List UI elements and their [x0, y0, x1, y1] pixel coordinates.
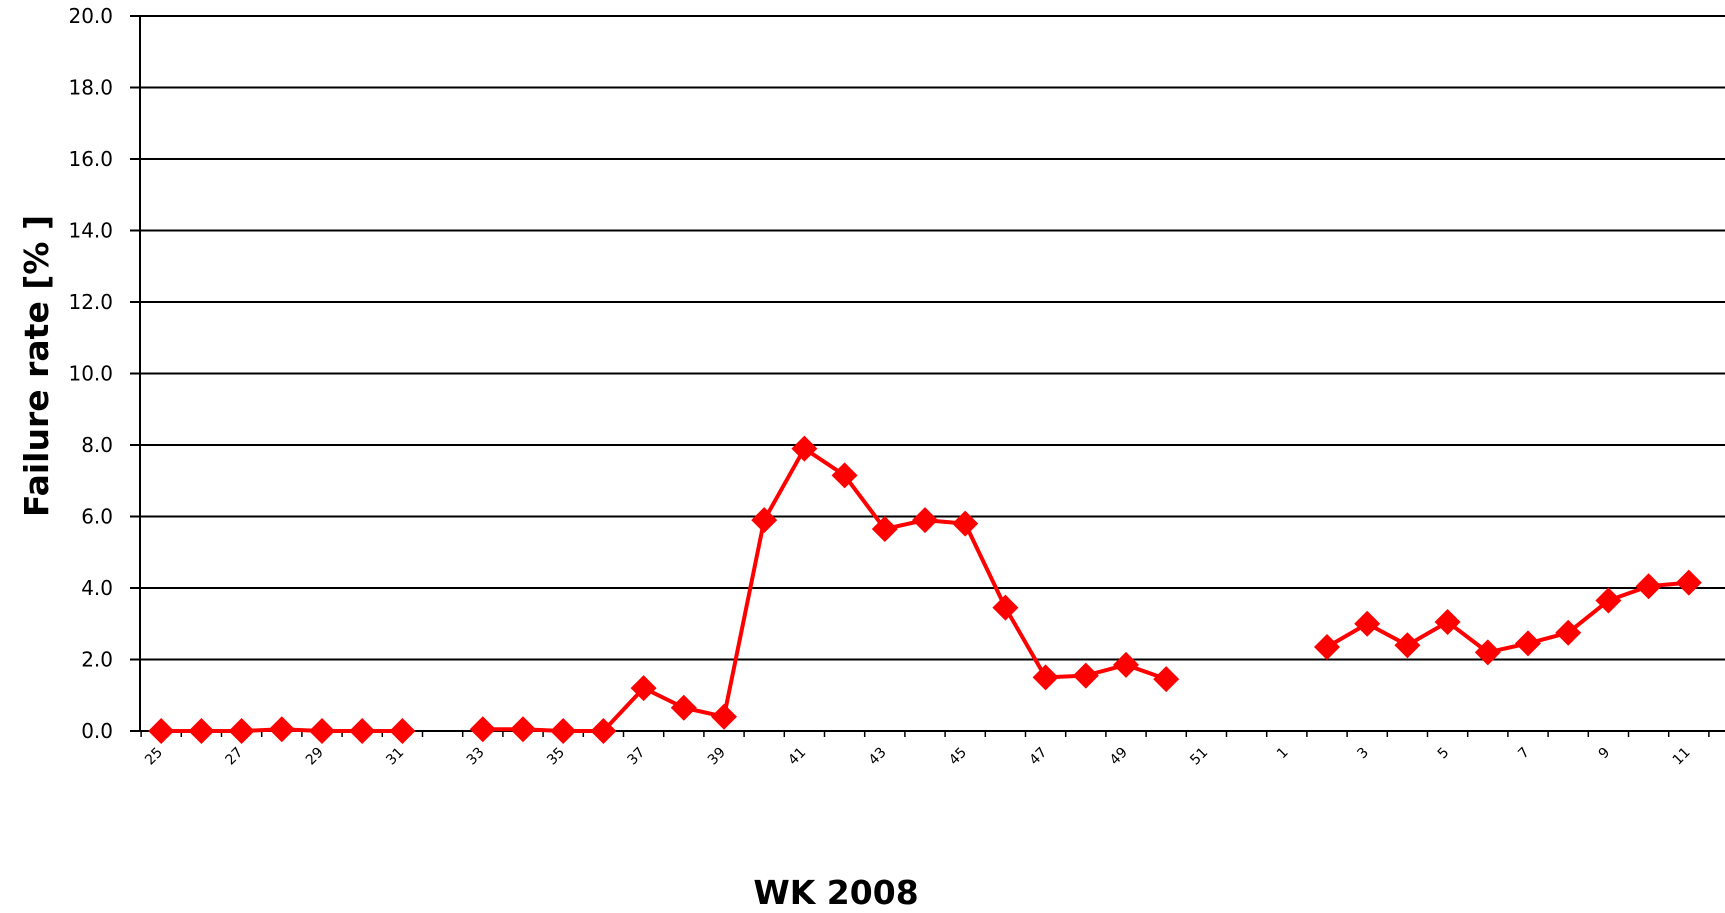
data-point — [188, 718, 215, 744]
x-tick-label: 1 — [1274, 745, 1292, 763]
data-point — [1515, 630, 1541, 657]
data-point — [1675, 569, 1702, 596]
x-tick-label: 51 — [1187, 745, 1211, 769]
data-point — [1595, 587, 1622, 614]
y-tick-label: 10.0 — [68, 362, 113, 386]
data-point — [349, 718, 376, 744]
data-point — [148, 718, 175, 744]
y-tick-label: 14.0 — [68, 219, 113, 243]
x-tick-label: 25 — [142, 745, 166, 769]
y-tick-label: 4.0 — [81, 576, 113, 600]
x-tick-label: 37 — [625, 745, 649, 769]
data-point — [1153, 666, 1180, 693]
data-point — [952, 510, 979, 537]
x-axis-title: WK 2008 — [753, 873, 918, 912]
x-tick-label: 11 — [1670, 745, 1694, 769]
y-tick-label: 18.0 — [68, 76, 113, 100]
data-point — [831, 462, 858, 489]
x-tick-label: 39 — [705, 745, 729, 769]
y-tick-label: 12.0 — [68, 290, 113, 314]
y-tick-label: 20.0 — [68, 4, 113, 28]
series-line — [1325, 580, 1689, 655]
data-point — [670, 694, 697, 721]
data-point — [590, 718, 617, 744]
data-point — [1354, 610, 1381, 637]
data-point — [1072, 662, 1099, 689]
data-point — [1434, 608, 1461, 635]
gridlines — [130, 15, 1725, 732]
data-point — [1032, 664, 1059, 691]
data-point — [992, 594, 1019, 621]
data-point — [228, 718, 255, 744]
x-tick-label: 27 — [223, 745, 247, 769]
data-point — [791, 435, 818, 462]
x-tick-label: 3 — [1354, 745, 1372, 763]
x-axis-ticks: 25 27 29 31 33 35 37 39 41 43 45 47 49 51 1 3 5 7 9 11 — [140, 731, 1710, 769]
x-tick-label: 29 — [303, 745, 327, 769]
x-tick-label: 33 — [464, 745, 488, 769]
data-point — [268, 716, 295, 743]
x-tick-label: 43 — [866, 745, 890, 769]
data-point — [1635, 573, 1662, 600]
x-tick-label: 9 — [1596, 745, 1614, 763]
data-point — [912, 507, 938, 534]
y-axis-title: Failure rate [% ] — [17, 215, 56, 517]
x-tick-label: 31 — [383, 745, 407, 769]
y-axis-ticks: 0.0 2.0 4.0 6.0 8.0 10.0 12.0 14.0 16.0 18.0 20.0 — [68, 4, 113, 743]
x-tick-label: 7 — [1515, 745, 1533, 763]
data-point — [1113, 651, 1139, 678]
y-tick-label: 8.0 — [81, 433, 113, 457]
series-line — [482, 446, 1167, 733]
data-point — [550, 718, 577, 744]
data-point — [309, 718, 335, 744]
x-tick-label: 5 — [1435, 745, 1453, 763]
data-point — [1394, 632, 1421, 659]
x-tick-label: 49 — [1107, 745, 1131, 769]
data-point — [1555, 619, 1582, 646]
data-point — [389, 718, 416, 744]
data-point — [469, 716, 496, 743]
y-tick-label: 2.0 — [81, 648, 113, 672]
data-point — [711, 703, 737, 730]
y-tick-label: 0.0 — [81, 719, 113, 743]
data-point — [630, 675, 657, 702]
series-group — [148, 435, 1702, 744]
data-point — [1474, 639, 1501, 666]
data-point — [751, 507, 778, 534]
x-tick-label: 45 — [946, 745, 970, 769]
y-tick-label: 16.0 — [68, 147, 113, 171]
x-tick-label: 47 — [1027, 745, 1051, 769]
data-point — [510, 716, 536, 743]
y-tick-label: 6.0 — [81, 505, 113, 529]
x-tick-label: 41 — [785, 745, 809, 769]
data-point — [1314, 633, 1340, 660]
x-tick-label: 35 — [544, 745, 568, 769]
data-point — [871, 516, 898, 543]
